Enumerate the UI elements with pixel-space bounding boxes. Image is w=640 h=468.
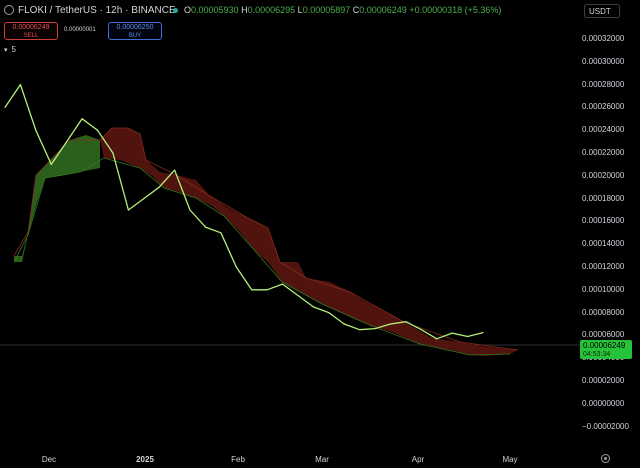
price-point bbox=[50, 163, 52, 165]
price-tick-label: 0.00000000 bbox=[582, 398, 625, 408]
low-label: L bbox=[297, 5, 303, 15]
bar-countdown: 04:53:34 bbox=[583, 351, 611, 358]
cloud-bullish-segment bbox=[14, 135, 100, 262]
price-point bbox=[235, 266, 237, 268]
price-tick-label: 0.00018000 bbox=[582, 193, 625, 203]
price-point bbox=[251, 289, 253, 291]
price-point bbox=[405, 321, 407, 323]
sell-button[interactable]: 0.00006249 SELL bbox=[4, 22, 58, 40]
chevron-down-icon[interactable]: ▾ bbox=[4, 47, 8, 54]
spread-value: 0.00000001 bbox=[64, 27, 96, 33]
time-tick-label: Dec bbox=[41, 455, 57, 464]
price-point bbox=[96, 129, 99, 131]
last-price-tag: 0.00006249 04:53:34 bbox=[580, 340, 632, 359]
price-point bbox=[66, 141, 68, 143]
price-point bbox=[189, 209, 191, 211]
buy-button[interactable]: 0.00006250 BUY bbox=[108, 22, 162, 40]
buy-price: 0.00006250 bbox=[116, 24, 154, 31]
price-point bbox=[281, 283, 284, 285]
price-point bbox=[35, 129, 37, 131]
high-label: H bbox=[241, 5, 248, 15]
price-point bbox=[297, 294, 299, 297]
time-tick-label: Mar bbox=[315, 455, 329, 464]
price-point bbox=[359, 329, 361, 331]
time-tick-label: May bbox=[502, 455, 518, 464]
time-tick-label: 2025 bbox=[136, 455, 154, 464]
price-point bbox=[112, 152, 114, 154]
price-point bbox=[389, 323, 392, 325]
buy-label: BUY bbox=[128, 33, 142, 39]
price-point bbox=[174, 169, 176, 171]
price-tick-label: 0.00026000 bbox=[582, 102, 625, 112]
sell-price: 0.00006249 bbox=[12, 24, 50, 31]
price-line bbox=[4, 83, 484, 340]
price-point bbox=[19, 84, 22, 86]
price-point bbox=[204, 226, 207, 228]
price-tick-label: 0.00002000 bbox=[582, 376, 625, 385]
close-value: 0.00006249 bbox=[359, 5, 407, 15]
price-point bbox=[158, 186, 160, 188]
open-value: 0.00005930 bbox=[191, 5, 239, 15]
price-point bbox=[81, 118, 83, 120]
price-tick-label: 0.00024000 bbox=[582, 125, 625, 135]
time-tick-label: Feb bbox=[231, 455, 245, 464]
leading-span-b bbox=[13, 157, 511, 356]
price-point bbox=[328, 312, 330, 314]
price-tick-label: 0.00030000 bbox=[582, 56, 625, 66]
price-point bbox=[451, 332, 453, 334]
price-tick-label: 0.00010000 bbox=[582, 284, 625, 294]
price-point bbox=[127, 209, 129, 211]
price-point bbox=[436, 338, 438, 340]
symbol-logo-icon[interactable] bbox=[4, 5, 14, 15]
price-tick-label: 0.00008000 bbox=[582, 307, 625, 317]
price-point bbox=[266, 289, 268, 291]
currency-select[interactable]: USDT bbox=[584, 4, 620, 18]
price-tick-label: 0.00016000 bbox=[582, 216, 625, 226]
ohlc-values: O0.00005930 H0.00006295 L0.00005897 C0.0… bbox=[184, 5, 501, 15]
price-series bbox=[4, 83, 484, 340]
chart-header: FLOKI / TetherUS · 12h · BINANCE O0.0000… bbox=[0, 0, 640, 22]
high-value: 0.00006295 bbox=[247, 5, 296, 15]
indicator-count: 5 bbox=[11, 45, 16, 54]
sell-label: SELL bbox=[23, 33, 39, 39]
ichimoku-cloud bbox=[14, 128, 518, 356]
price-point bbox=[220, 232, 222, 234]
cloud-bearish-segment bbox=[100, 128, 518, 356]
price-tick-label: 0.00012000 bbox=[582, 262, 625, 271]
price-tick-label: 0.00014000 bbox=[582, 239, 625, 249]
price-point bbox=[482, 331, 484, 334]
price-point bbox=[420, 329, 422, 331]
price-tick-label: −0.00002000 bbox=[582, 421, 629, 431]
price-point bbox=[343, 323, 345, 325]
price-point bbox=[374, 327, 376, 330]
time-tick-label: Apr bbox=[411, 455, 425, 464]
price-point bbox=[143, 198, 145, 200]
low-value: 0.00005897 bbox=[302, 5, 351, 15]
settings-icon[interactable] bbox=[601, 454, 610, 463]
close-label: C bbox=[352, 5, 360, 15]
price-tick-label: 0.00022000 bbox=[582, 148, 625, 157]
price-tick-label: 0.00032000 bbox=[582, 34, 625, 43]
price-point bbox=[466, 335, 469, 338]
change-value: +0.00000318 (+5.36%) bbox=[409, 5, 502, 15]
market-open-icon bbox=[173, 8, 178, 13]
price-tick-label: 0.00020000 bbox=[582, 170, 625, 180]
price-point bbox=[4, 106, 6, 108]
price-tick-label: 0.00006000 bbox=[582, 330, 625, 340]
open-label: O bbox=[184, 5, 192, 15]
price-point bbox=[312, 306, 314, 308]
last-price-value: 0.00006249 bbox=[583, 341, 626, 350]
symbol-title[interactable]: FLOKI / TetherUS · 12h · BINANCE bbox=[18, 5, 176, 16]
price-tick-label: 0.00028000 bbox=[582, 79, 625, 89]
indicator-toggle[interactable]: ▾ 5 bbox=[4, 45, 16, 54]
